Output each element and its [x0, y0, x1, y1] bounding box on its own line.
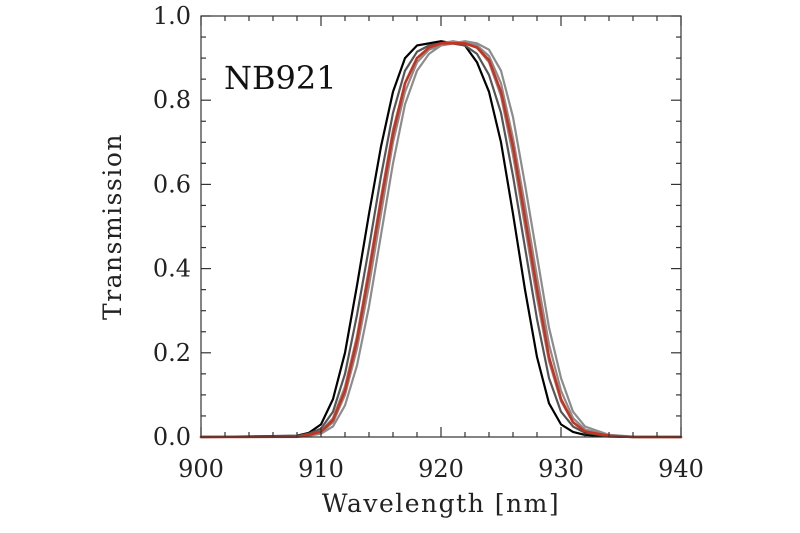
y-tick-label: 0.6: [153, 170, 191, 198]
series-line-6: [199, 42, 683, 439]
y-tick-labels: 0.0 0.2 0.4 0.6 0.8 1.0: [153, 2, 191, 451]
y-tick-label: 1.0: [153, 2, 191, 30]
x-tick-label: 930: [538, 455, 584, 483]
x-tick-label: 920: [418, 455, 464, 483]
series-layer: [199, 40, 683, 439]
x-axis-title: Wavelength [nm]: [322, 489, 560, 518]
y-tick-label: 0.4: [153, 255, 191, 283]
filter-name-annotation: NB921: [224, 59, 337, 97]
x-tick-label: 910: [298, 455, 344, 483]
x-tick-label: 900: [178, 455, 224, 483]
y-tick-label: 0.2: [153, 339, 191, 367]
x-tick-labels: 900 910 920 930 940: [178, 455, 704, 483]
y-tick-label: 0.8: [153, 86, 191, 114]
y-tick-label: 0.0: [153, 423, 191, 451]
x-tick-label: 940: [658, 455, 704, 483]
y-axis-title: Transmission: [98, 133, 127, 320]
ticks-layer: [200, 15, 682, 438]
